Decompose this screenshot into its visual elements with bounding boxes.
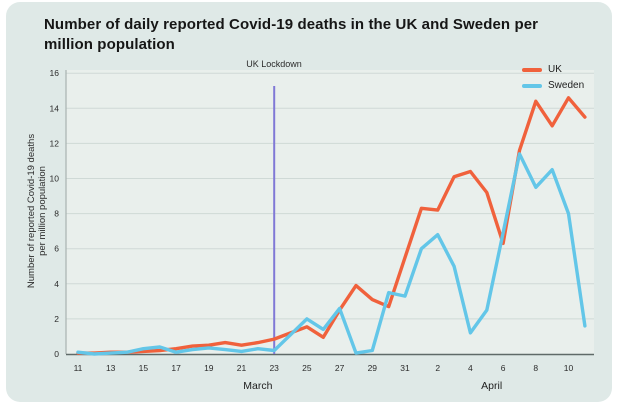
y-tick-label: 14 xyxy=(50,103,60,113)
x-tick-label: 4 xyxy=(468,363,473,373)
legend: UK Sweden xyxy=(522,64,584,91)
x-tick-label: 6 xyxy=(501,363,506,373)
sweden-line-swatch xyxy=(522,83,542,88)
y-tick-label: 4 xyxy=(54,279,59,289)
y-tick-label: 0 xyxy=(54,349,59,359)
y-tick-label: 10 xyxy=(50,174,60,184)
uk-line-swatch xyxy=(522,67,542,72)
x-tick-label: 23 xyxy=(269,363,279,373)
series-line-uk xyxy=(76,96,587,355)
x-tick-label: 8 xyxy=(533,363,538,373)
series-line-sweden xyxy=(76,152,587,356)
x-tick-label: 29 xyxy=(368,363,378,373)
plot-area xyxy=(66,70,594,354)
legend-item-uk: UK xyxy=(522,64,584,75)
legend-item-sweden: Sweden xyxy=(522,80,584,91)
x-tick-label: 31 xyxy=(400,363,410,373)
y-tick-label: 12 xyxy=(50,138,60,148)
chart-card: Number of daily reported Covid-19 deaths… xyxy=(6,2,612,402)
y-tick-label: 6 xyxy=(54,244,59,254)
x-tick-label: 15 xyxy=(139,363,149,373)
month-label: April xyxy=(481,380,502,392)
x-tick-label: 13 xyxy=(106,363,116,373)
month-label: March xyxy=(243,380,272,392)
x-tick-label: 2 xyxy=(435,363,440,373)
chart-title: Number of daily reported Covid-19 deaths… xyxy=(44,16,539,53)
y-tick-label: 16 xyxy=(50,68,60,78)
legend-label-uk: UK xyxy=(548,64,562,75)
legend-label-sweden: Sweden xyxy=(548,80,585,91)
x-tick-label: 21 xyxy=(237,363,247,373)
x-tick-label: 19 xyxy=(204,363,214,373)
x-tick-label: 25 xyxy=(302,363,312,373)
x-tick-label: 27 xyxy=(335,363,345,373)
y-tick-label: 2 xyxy=(54,314,59,324)
covid-line-chart: 0 2 4 6 8 10 12 14 16 11 13 15 17 19 21 23 25 27 29 31 2 4 6 8 1… xyxy=(50,68,594,392)
x-tick-label: 10 xyxy=(564,363,574,373)
x-tick-label: 17 xyxy=(171,363,181,373)
x-tick-label: 11 xyxy=(74,363,83,373)
y-tick-label: 8 xyxy=(54,209,59,219)
